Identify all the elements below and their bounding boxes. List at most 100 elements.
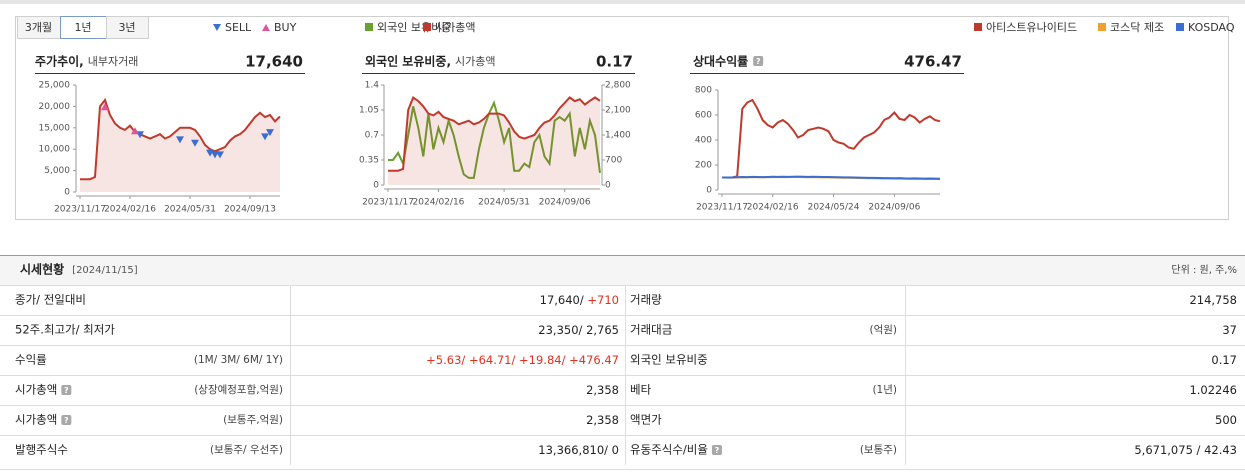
value-part: 37 bbox=[1222, 323, 1237, 337]
x-tick-label: 2023/11/17 bbox=[696, 203, 748, 213]
value-part: 17,640/ bbox=[540, 293, 588, 307]
legend-symbol bbox=[423, 23, 431, 31]
tab[interactable] bbox=[106, 16, 149, 39]
row-note: (보통주) bbox=[860, 444, 897, 456]
insider-marker bbox=[261, 133, 269, 141]
table-header bbox=[0, 256, 1245, 285]
row-value: 23,350/ 2,765 bbox=[538, 323, 619, 337]
row-value: 17,640/ +710 bbox=[540, 293, 619, 307]
y-tick-label: 400 bbox=[695, 136, 712, 146]
chart-panel bbox=[15, 16, 1229, 220]
row-label: 베타 bbox=[630, 383, 652, 397]
area bbox=[80, 100, 280, 192]
value-part: 23,350/ 2,765 bbox=[538, 323, 619, 337]
value-part: 13,366,810/ 0 bbox=[538, 443, 619, 457]
row-note: (1년) bbox=[872, 384, 897, 396]
table-unit: 단위 : 원, 주,% bbox=[1171, 263, 1237, 276]
chart-headline: 476.47 bbox=[904, 53, 962, 71]
insider-marker bbox=[191, 139, 199, 147]
line bbox=[80, 97, 281, 181]
legend-label: 시가총액 bbox=[435, 21, 475, 34]
chart-title: 주가추이, bbox=[35, 54, 84, 69]
row-label: 수익률 bbox=[15, 353, 47, 367]
help-mark: ? bbox=[715, 446, 720, 455]
y2-tick-label: 0 bbox=[605, 181, 611, 191]
value-part: +5.63/ +64.71/ +19.84/ +476.47 bbox=[426, 353, 619, 367]
row-note: (상장예정포함,억원) bbox=[194, 383, 283, 396]
y-tick-label: 0.35 bbox=[359, 156, 379, 166]
x-tick-label: 2024/05/24 bbox=[808, 203, 860, 213]
legend-symbol bbox=[1176, 23, 1184, 31]
row-label: 52주.최고가/ 최저가 bbox=[15, 323, 115, 337]
x-tick-label: 2023/11/17 bbox=[54, 205, 106, 215]
x-tick-label: 2024/02/16 bbox=[104, 205, 156, 215]
chart-headline: 17,640 bbox=[245, 53, 303, 71]
y2-tick-label: 2,800 bbox=[605, 81, 631, 91]
help-icon bbox=[61, 415, 72, 425]
chart-title: 외국인 보유비중, bbox=[365, 54, 451, 69]
value-part: 1.02246 bbox=[1189, 383, 1237, 397]
x-tick-label: 2023/11/17 bbox=[362, 198, 414, 208]
chart-headline: 0.17 bbox=[596, 53, 633, 71]
tab-label[interactable]: 1년 bbox=[74, 21, 91, 34]
row-value: 37 bbox=[1222, 323, 1237, 337]
y-tick-label: 0 bbox=[706, 186, 712, 196]
legend-symbol bbox=[213, 24, 221, 31]
row-label: 거래대금 bbox=[630, 323, 672, 337]
y-tick-label: 1.4 bbox=[365, 81, 380, 91]
y-tick-label: 15,000 bbox=[39, 123, 71, 133]
help-icon bbox=[61, 385, 72, 395]
x-tick-label: 2024/09/06 bbox=[539, 198, 591, 208]
area bbox=[388, 97, 600, 185]
insider-marker bbox=[101, 103, 109, 111]
legend-symbol bbox=[365, 23, 373, 31]
x-tick-label: 2024/02/16 bbox=[413, 198, 465, 208]
row-label: 시가총액 bbox=[15, 383, 57, 397]
line bbox=[388, 100, 601, 179]
y2-tick-label: 1,400 bbox=[605, 131, 631, 141]
y-tick-label: 20,000 bbox=[39, 102, 71, 112]
row-label: 액면가 bbox=[630, 413, 662, 427]
line bbox=[722, 98, 941, 179]
table-title: 시세현황 bbox=[20, 262, 64, 277]
row-value: 2,358 bbox=[586, 413, 619, 427]
value-part: 500 bbox=[1215, 413, 1237, 427]
row-note: (보통주,억원) bbox=[223, 414, 283, 426]
help-mark: ? bbox=[756, 57, 761, 66]
x-tick-label: 2024/05/31 bbox=[164, 205, 216, 215]
y2-tick-label: 700 bbox=[605, 156, 622, 166]
value-part: 2,358 bbox=[586, 383, 619, 397]
row-value: +5.63/ +64.71/ +19.84/ +476.47 bbox=[426, 353, 619, 367]
row-label: 외국인 보유비중 bbox=[630, 353, 708, 367]
chart-subtitle: 내부자거래 bbox=[88, 55, 139, 68]
row-value: 2,358 bbox=[586, 383, 619, 397]
line bbox=[722, 175, 941, 180]
y-tick-label: 800 bbox=[695, 86, 712, 96]
chart-subtitle: 시가총액 bbox=[455, 55, 495, 68]
value-part: 214,758 bbox=[1189, 293, 1237, 307]
legend-label: SELL bbox=[225, 21, 252, 34]
help-mark: ? bbox=[64, 386, 69, 395]
tab-label[interactable]: 3년 bbox=[118, 21, 135, 34]
row-note: (억원) bbox=[869, 324, 897, 336]
value-part: 2,358 bbox=[586, 413, 619, 427]
insider-marker bbox=[266, 129, 274, 137]
help-icon bbox=[711, 445, 722, 455]
tab-label[interactable]: 3개월 bbox=[25, 21, 52, 34]
chart-title: 상대수익률 bbox=[693, 54, 748, 69]
insider-marker bbox=[216, 151, 224, 159]
help-mark: ? bbox=[64, 416, 69, 425]
row-label: 유동주식수/비율 bbox=[630, 443, 708, 457]
value-part: +710 bbox=[587, 293, 619, 307]
row-value: 13,366,810/ 0 bbox=[538, 443, 619, 457]
insider-marker bbox=[176, 136, 184, 144]
x-tick-label: 2024/09/13 bbox=[224, 205, 276, 215]
y-tick-label: 25,000 bbox=[39, 81, 71, 91]
y-tick-label: 200 bbox=[695, 161, 712, 171]
legend-label: 아티스트유나이티드 bbox=[986, 21, 1077, 34]
row-value: 5,671,075 / 42.43 bbox=[1134, 443, 1237, 457]
y-tick-label: 1.05 bbox=[359, 106, 379, 116]
row-label: 시가총액 bbox=[15, 413, 57, 427]
y2-tick-label: 2,100 bbox=[605, 106, 631, 116]
